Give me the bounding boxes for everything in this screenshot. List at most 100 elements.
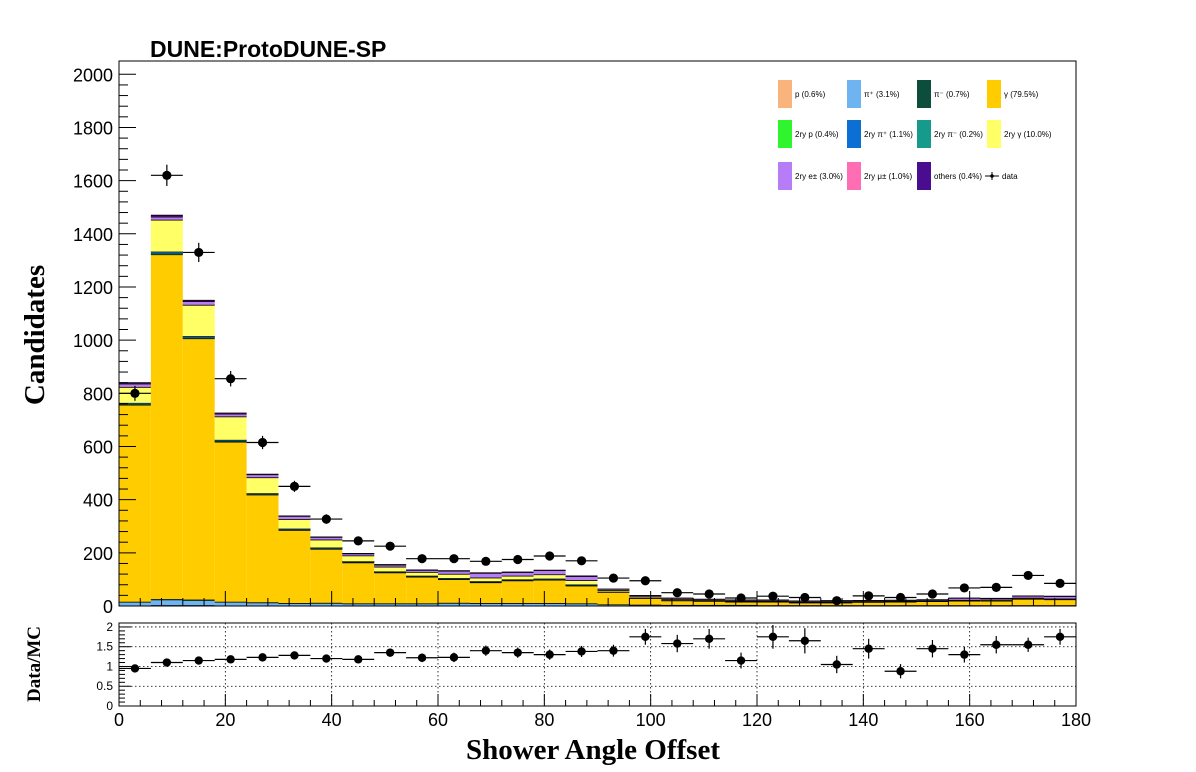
bar-segment-3-bin-26 [948,600,981,606]
ratio-tick-label-1: 0.5 [96,679,113,693]
data-point-9 [417,554,427,564]
bar-segment-3-bin-24 [884,601,917,606]
legend-label-1: π⁺ (3.1%) [864,90,900,99]
bar-segment-3-bin-3 [214,441,247,602]
x-axis: 0 20 40 60 80 100 120 140 160 180 [114,694,1091,730]
data-point-18 [704,589,714,599]
bar-segment-3-bin-7 [342,562,375,604]
bar-segment-8-bin-8 [374,565,407,567]
bar-segment-8-bin-6 [310,537,343,540]
bar-segment-1-bin-11 [469,603,502,606]
ratio-point-3 [226,655,235,664]
bar-segment-3-bin-12 [501,580,534,604]
bar-segment-1-bin-7 [342,603,375,606]
bar-segment-3-bin-17 [661,600,694,605]
data-point-19 [736,593,746,603]
bar-segment-3-bin-29 [1044,599,1076,606]
data-point-4 [257,437,268,448]
ratio-point-1 [162,658,172,667]
bar-segment-8-bin-0 [119,384,151,387]
ratio-point-15 [609,646,618,655]
ratio-point-17 [673,639,682,648]
ratio-point-12 [513,648,522,657]
x-tick-label-160: 160 [955,710,985,730]
data-point-3 [226,374,236,384]
ratio-y-axis: 0 0.5 1 1.5 2 [96,620,131,713]
ratio-point-10 [449,653,459,662]
bar-segment-1-bin-16 [629,604,662,606]
legend-label-10: others (0.4%) [934,172,982,181]
bar-segment-1-bin-2 [182,600,215,606]
bar-segment-1-bin-14 [565,603,598,606]
ratio-tick-label-4: 2 [106,620,113,634]
legend-label-11: data [1002,172,1018,181]
ratio-point-26 [960,650,969,659]
bar-segment-1-bin-8 [374,603,407,606]
bar-segment-8-bin-14 [565,576,598,581]
y-tick-label-600: 600 [83,437,113,457]
y-tick-label-1200: 1200 [73,278,113,298]
y-axis: 0 200 400 600 800 1000 1200 1400 1600 1800 2000 [73,65,136,617]
data-points [119,164,1076,606]
bar-segment-1-bin-1 [150,599,183,606]
ratio-axis-title: Data/MC [24,626,45,702]
legend-swatch-10 [917,162,931,190]
bar-segment-7-bin-6 [310,539,343,548]
y-tick-label-2000: 2000 [73,65,113,85]
ratio-grid [118,623,1077,707]
bar-segment-1-bin-4 [246,602,279,606]
bar-segment-3-bin-0 [119,404,151,602]
bar-segment-7-bin-10 [438,573,470,579]
legend-swatch-0 [778,80,792,108]
data-point-14 [576,556,587,566]
ratio-point-6 [322,654,331,663]
bar-segment-7-bin-7 [342,555,375,562]
bar-segment-8-bin-26 [948,598,981,600]
data-point-24 [895,592,906,603]
legend-swatch-3 [987,80,1001,108]
y-tick-label-200: 200 [83,544,113,564]
data-point-20 [768,591,778,601]
data-point-7 [353,536,363,546]
bar-segment-7-bin-3 [214,416,247,440]
ratio-point-13 [545,650,554,659]
bar-segment-3-bin-27 [980,600,1013,606]
bar-segment-8-bin-11 [469,573,502,578]
bar-segment-7-bin-14 [565,580,598,585]
ratio-point-7 [354,655,363,664]
ratio-point-4 [258,653,267,662]
bar-segment-3-bin-6 [310,548,343,603]
bar-segment-8-bin-27 [980,598,1013,600]
bar-segment-1-bin-10 [438,603,470,606]
bar-segment-8-bin-7 [342,553,375,556]
ratio-point-5 [290,651,299,660]
bar-segment-5-bin-2 [182,336,215,338]
legend-swatch-8 [778,162,792,190]
bar-segment-8-bin-5 [278,516,311,520]
y-tick-label-800: 800 [83,384,113,404]
bar-segment-3-bin-8 [374,572,407,604]
legend-label-6: 2ry π⁻ (0.2%) [934,130,983,139]
data-point-17 [672,588,682,598]
bar-segment-3-bin-4 [246,494,279,603]
bar-segment-1-bin-6 [310,603,343,606]
bar-segment-8-bin-12 [501,572,534,576]
bar-segment-5-bin-0 [119,403,151,405]
legend-swatch-4 [778,120,792,148]
ratio-point-14 [577,647,586,656]
legend-label-4: 2ry p (0.4%) [795,130,839,139]
ratio-point-29 [1055,632,1065,642]
legend-swatch-9 [847,162,861,190]
ratio-point-23 [864,644,873,653]
bar-segment-7-bin-5 [278,519,311,529]
x-tick-label-0: 0 [114,710,124,730]
x-axis-title: Shower Angle Offset [466,734,720,766]
bar-segment-3-bin-5 [278,529,311,604]
bar-segment-8-bin-1 [150,217,183,220]
data-point-12 [513,554,523,565]
x-tick-label-80: 80 [534,710,554,730]
ratio-tick-label-3: 1.5 [96,640,113,654]
data-point-6 [321,514,331,524]
x-tick-label-120: 120 [742,710,772,730]
data-point-5 [289,481,300,491]
